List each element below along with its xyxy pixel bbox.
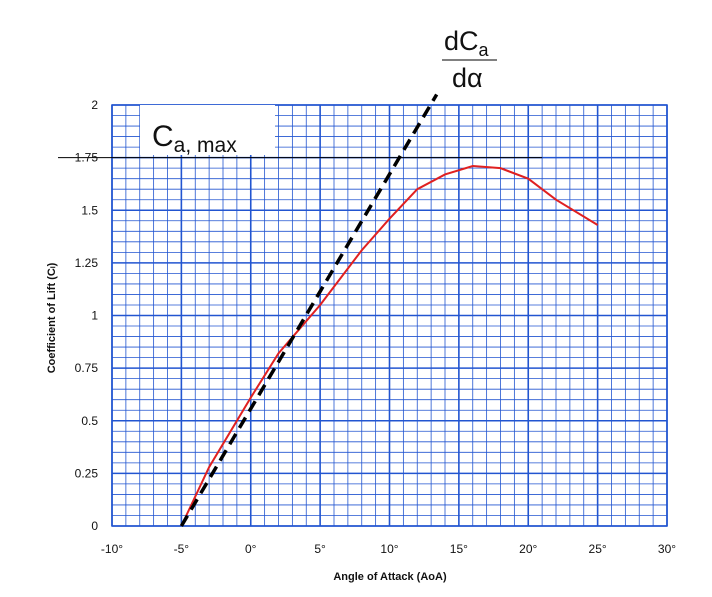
x-axis-title: Angle of Attack (AoA) (333, 571, 447, 583)
x-tick-label: 30° (658, 542, 676, 556)
cmax-main: C (152, 120, 174, 153)
y-tick-label: 0.25 (75, 466, 99, 480)
y-tick-label: 1.25 (75, 256, 99, 270)
x-tick-label: -10° (101, 542, 123, 556)
slope-numerator-subscript: a (479, 40, 490, 60)
x-tick-label: 0° (245, 542, 257, 556)
x-tick-label: -5° (174, 542, 190, 556)
plot-frame (111, 104, 668, 527)
slope-fraction-annotation: dCa dα (442, 26, 497, 93)
y-tick-label: 2 (91, 98, 98, 112)
x-tick-label: 20° (519, 542, 537, 556)
cmax-annotation: Ca, max (152, 120, 237, 157)
slope-denominator: dα (452, 63, 483, 93)
x-tick-label: 15° (450, 542, 468, 556)
y-tick-label: 1.5 (81, 203, 98, 217)
y-tick-label: 1.75 (75, 151, 99, 165)
x-tick-label: 5° (314, 542, 326, 556)
lift-curve-series (180, 165, 599, 527)
y-axis-title: Coefficient of Lift (Cₗ) (46, 262, 58, 373)
y-tick-label: 0.5 (81, 414, 98, 428)
y-tick-labels: 0 0.25 0.5 0.75 1 1.25 1.5 1.75 2 (75, 98, 99, 533)
lift-slope-dashed-line (179, 93, 439, 527)
svg-text:dCa: dCa (444, 26, 490, 60)
x-tick-labels: -10° -5° 0° 5° 10° 15° 20° 25° 30° (101, 542, 676, 556)
y-tick-label: 0.75 (75, 361, 99, 375)
y-tick-label: 1 (91, 309, 98, 323)
cmax-label-background (140, 105, 275, 155)
x-tick-label: 25° (589, 542, 607, 556)
slope-numerator-main: dC (444, 26, 479, 56)
x-tick-label: 10° (380, 542, 398, 556)
cmax-subscript: a, max (174, 134, 238, 157)
y-tick-label: 0 (91, 519, 98, 533)
